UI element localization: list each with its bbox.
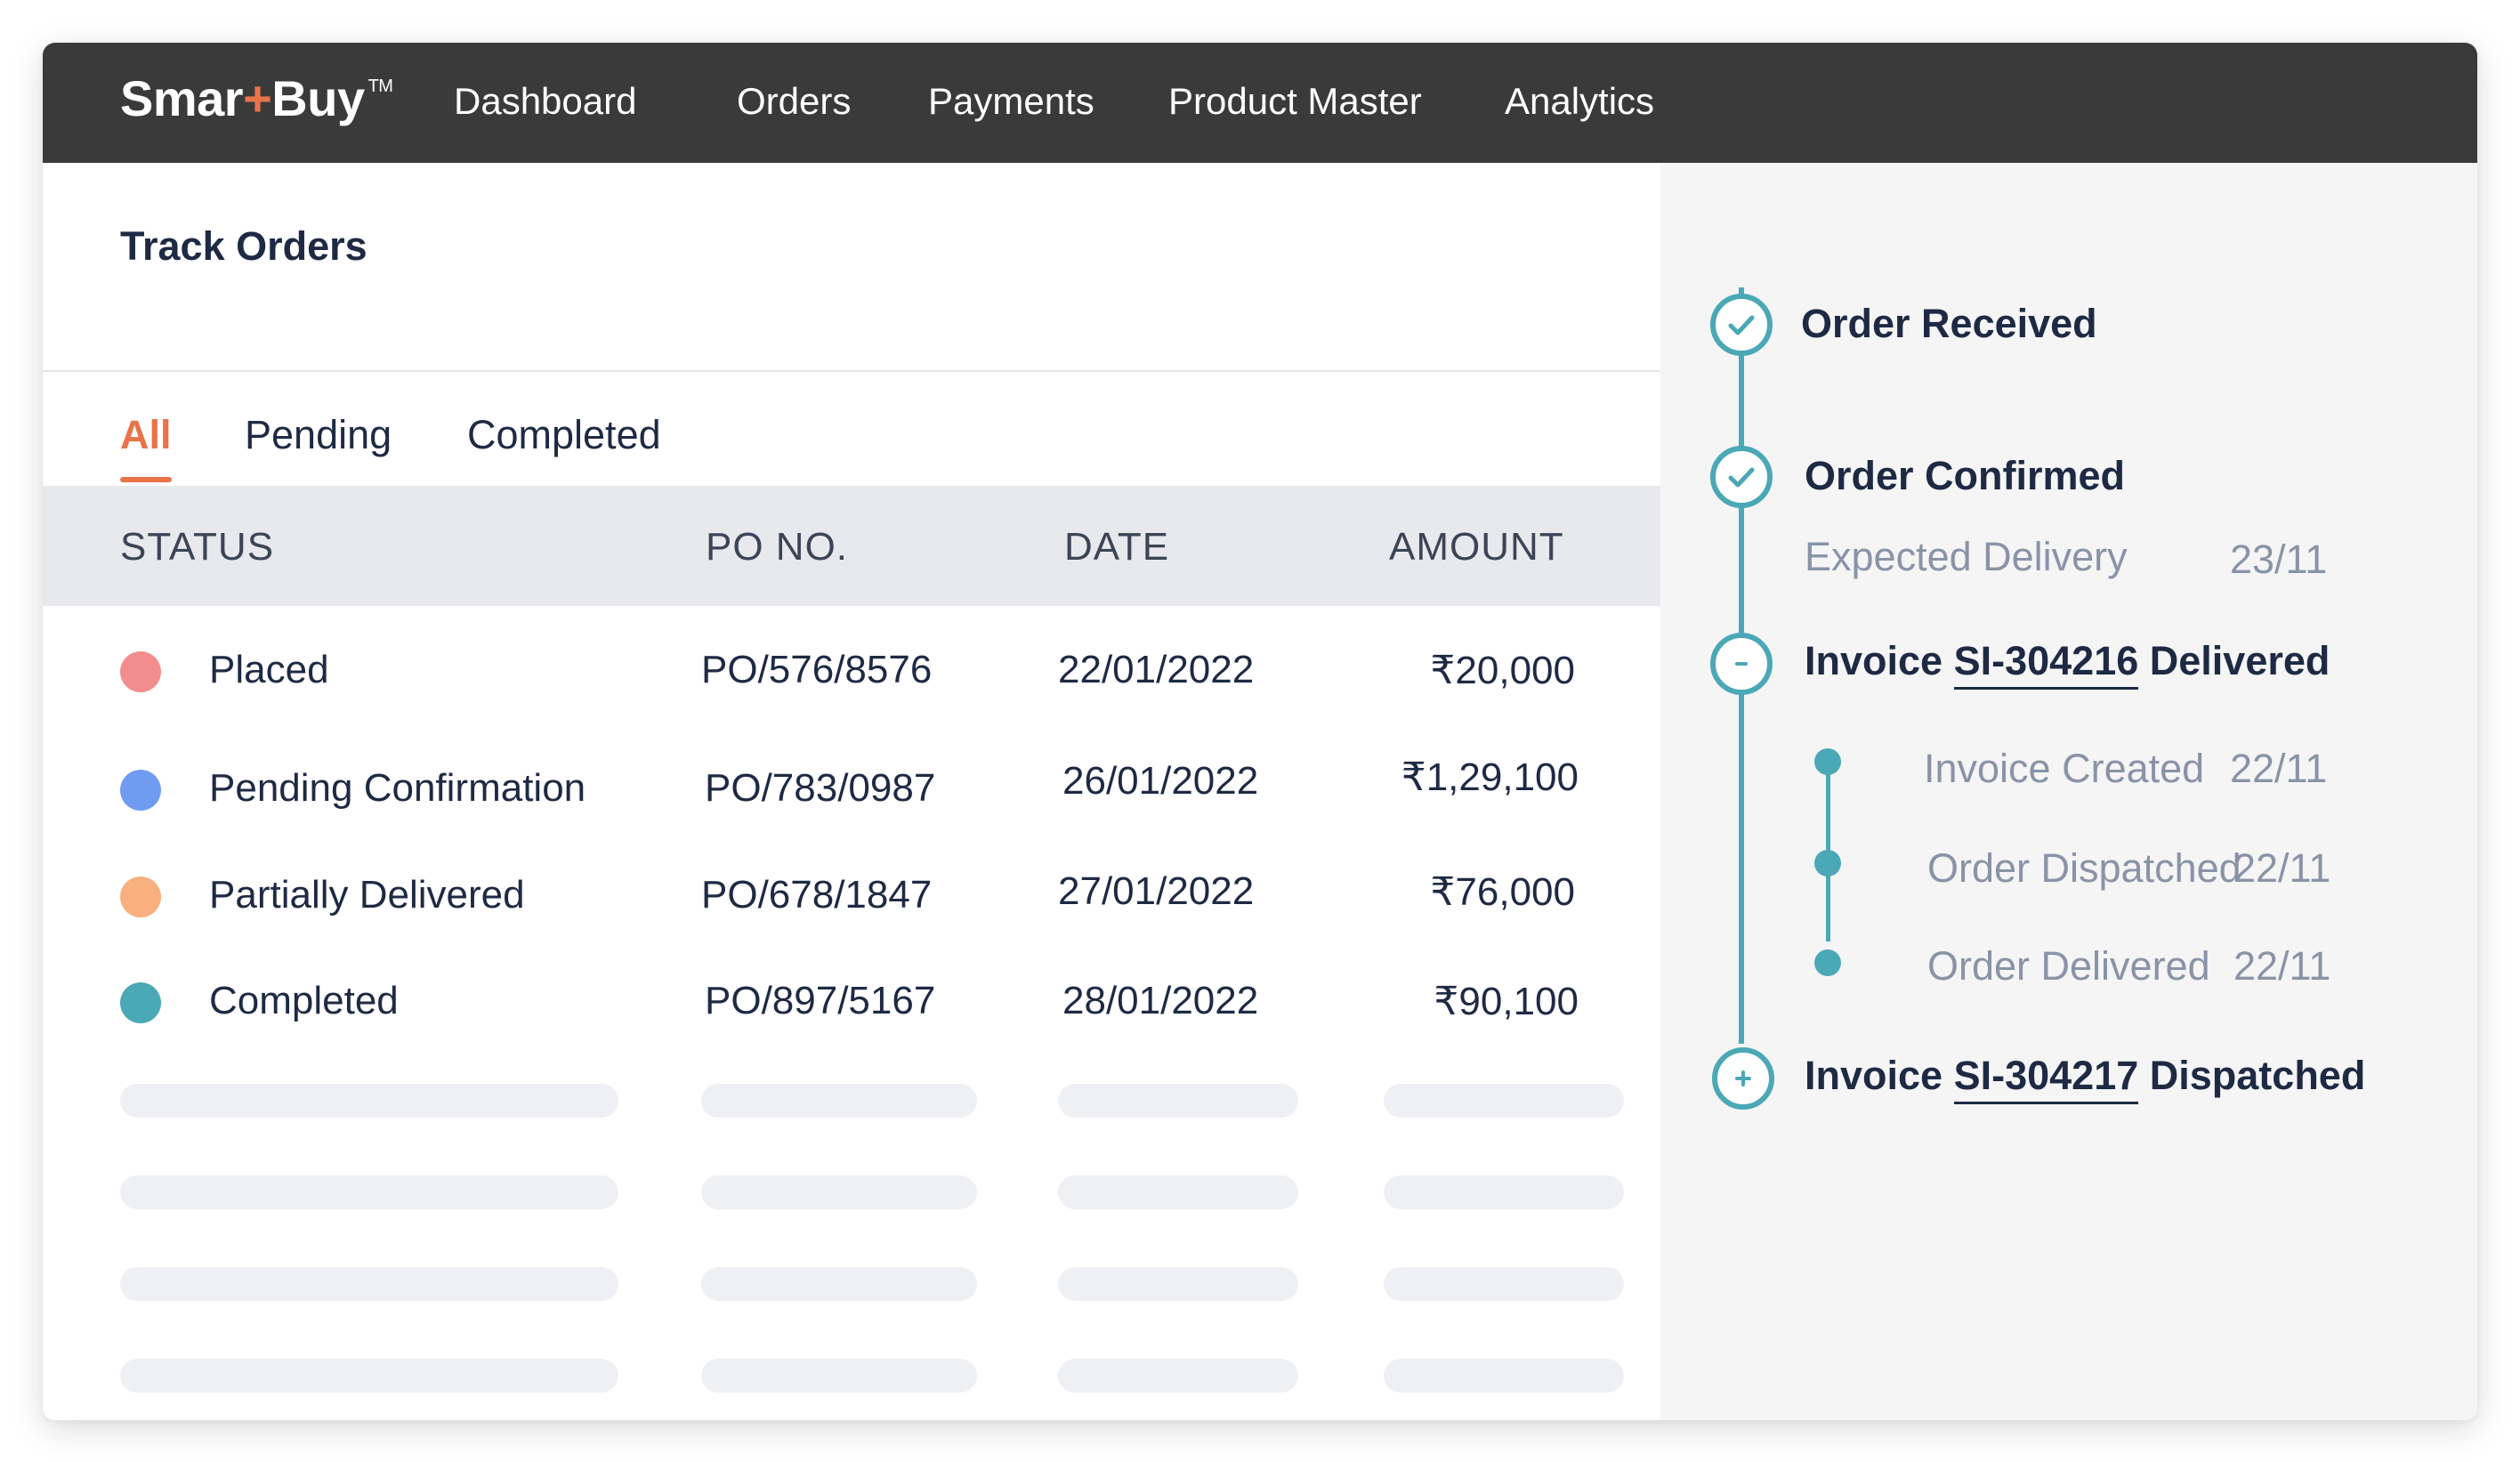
sub-step-date: 22/11 (2230, 746, 2328, 791)
tab-all[interactable]: All (120, 412, 172, 457)
order-timeline-panel: Order Received Order Confirmed Expected … (1660, 163, 2477, 1420)
nav-dashboard[interactable]: Dashboard (454, 80, 637, 122)
smartbuy-logo[interactable]: Smar+Buy TM (120, 69, 393, 127)
table-header: STATUS PO NO. DATE AMOUNT (43, 486, 1660, 606)
status-dot (120, 770, 161, 811)
sub-step-dot (1814, 850, 1841, 876)
invoice-link[interactable]: SI-304216 (1953, 638, 2139, 690)
status-label: Partially Delivered (209, 873, 525, 917)
expand-plus-icon[interactable] (1712, 1047, 1774, 1110)
app-window: Smar+Buy TM Dashboard Orders Payments Pro… (43, 43, 2477, 1420)
skeleton-bar (1384, 1175, 1624, 1209)
status-label: Pending Confirmation (209, 766, 586, 810)
step-complete-icon (1710, 446, 1773, 508)
skeleton-bar (120, 1084, 618, 1118)
sub-step-invoice-created: Invoice Created (1924, 746, 2205, 791)
track-orders-panel: Track Orders All Pending Completed STATU… (43, 163, 1660, 1420)
step-invoice-delivered: Invoice SI-304216 Delivered (1805, 638, 2330, 690)
skeleton-bar (701, 1359, 977, 1393)
nav-payments[interactable]: Payments (928, 80, 1094, 122)
status-label: Placed (209, 648, 329, 691)
status-dot (120, 651, 161, 692)
sub-step-date: 22/11 (2233, 845, 2331, 891)
skeleton-bar (1384, 1359, 1624, 1393)
po-number: PO/576/8576 (701, 648, 933, 691)
header-divider (43, 370, 1660, 372)
logo-tm: TM (368, 77, 393, 96)
order-date: 27/01/2022 (1058, 869, 1255, 913)
invoice-prefix: Invoice (1805, 1053, 1943, 1098)
table-row[interactable]: Completed PO/897/5167 28/01/2022 ₹90,100 (43, 963, 1660, 1052)
sub-step-dot (1814, 949, 1841, 976)
order-date: 26/01/2022 (1062, 759, 1259, 803)
invoice-status: Delivered (2149, 638, 2330, 683)
po-number: PO/678/1847 (701, 873, 933, 917)
skeleton-bar (120, 1267, 618, 1301)
table-row[interactable]: Pending Confirmation PO/783/0987 26/01/2… (43, 750, 1660, 839)
sub-step-dot (1814, 748, 1841, 775)
table-row[interactable]: Partially Delivered PO/678/1847 27/01/20… (43, 857, 1660, 946)
column-date[interactable]: DATE (1064, 525, 1170, 569)
skeleton-bar (1058, 1359, 1298, 1393)
sub-step-order-delivered: Order Delivered (1927, 943, 2210, 989)
status-dot (120, 982, 161, 1023)
skeleton-bar (1058, 1267, 1298, 1301)
top-nav: Smar+Buy TM Dashboard Orders Payments Pro… (43, 43, 2477, 163)
order-date: 28/01/2022 (1062, 979, 1259, 1022)
sub-step-date: 22/11 (2233, 943, 2331, 989)
order-amount: ₹1,29,100 (1401, 755, 1579, 799)
active-tab-indicator (120, 477, 172, 482)
status-label: Completed (209, 979, 399, 1022)
status-dot (120, 876, 161, 917)
column-status[interactable]: STATUS (120, 525, 275, 569)
skeleton-bar (120, 1359, 618, 1393)
po-number: PO/897/5167 (705, 979, 936, 1022)
order-amount: ₹20,000 (1430, 649, 1575, 692)
skeleton-bar (1384, 1084, 1624, 1118)
logo-text-b: Buy (271, 70, 365, 126)
logo-plus: + (243, 70, 272, 126)
step-complete-icon (1710, 294, 1773, 356)
skeleton-bar (701, 1175, 977, 1209)
order-amount: ₹76,000 (1430, 870, 1575, 914)
collapse-minus-icon[interactable] (1710, 633, 1773, 695)
sub-step-order-dispatched: Order Dispatched (1927, 845, 2241, 891)
expected-delivery-date: 23/11 (2230, 537, 2328, 582)
skeleton-bar (1058, 1084, 1298, 1118)
invoice-link[interactable]: SI-304217 (1953, 1053, 2139, 1104)
skeleton-bar (120, 1175, 618, 1209)
nav-product-master[interactable]: Product Master (1168, 80, 1422, 122)
nav-analytics[interactable]: Analytics (1505, 80, 1655, 122)
column-amount[interactable]: AMOUNT (1389, 525, 1564, 569)
skeleton-bar (1058, 1175, 1298, 1209)
logo-text-a: Smar (120, 70, 244, 126)
invoice-prefix: Invoice (1805, 638, 1943, 683)
column-po-no[interactable]: PO NO. (706, 525, 849, 569)
nav-orders[interactable]: Orders (737, 80, 852, 122)
step-invoice-dispatched: Invoice SI-304217 Dispatched (1805, 1053, 2366, 1104)
invoice-status: Dispatched (2149, 1053, 2366, 1098)
skeleton-bar (1384, 1267, 1624, 1301)
order-date: 22/01/2022 (1058, 648, 1255, 691)
po-number: PO/783/0987 (705, 766, 936, 810)
tab-pending[interactable]: Pending (245, 412, 392, 457)
tab-completed[interactable]: Completed (467, 412, 661, 457)
skeleton-bar (701, 1267, 977, 1301)
expected-delivery-label: Expected Delivery (1805, 534, 2128, 579)
order-amount: ₹90,100 (1434, 980, 1579, 1023)
page-title: Track Orders (120, 223, 368, 269)
table-row[interactable]: Placed PO/576/8576 22/01/2022 ₹20,000 (43, 632, 1660, 721)
step-order-received: Order Received (1801, 301, 2097, 346)
step-order-confirmed: Order Confirmed (1805, 453, 2126, 498)
skeleton-bar (701, 1084, 977, 1118)
